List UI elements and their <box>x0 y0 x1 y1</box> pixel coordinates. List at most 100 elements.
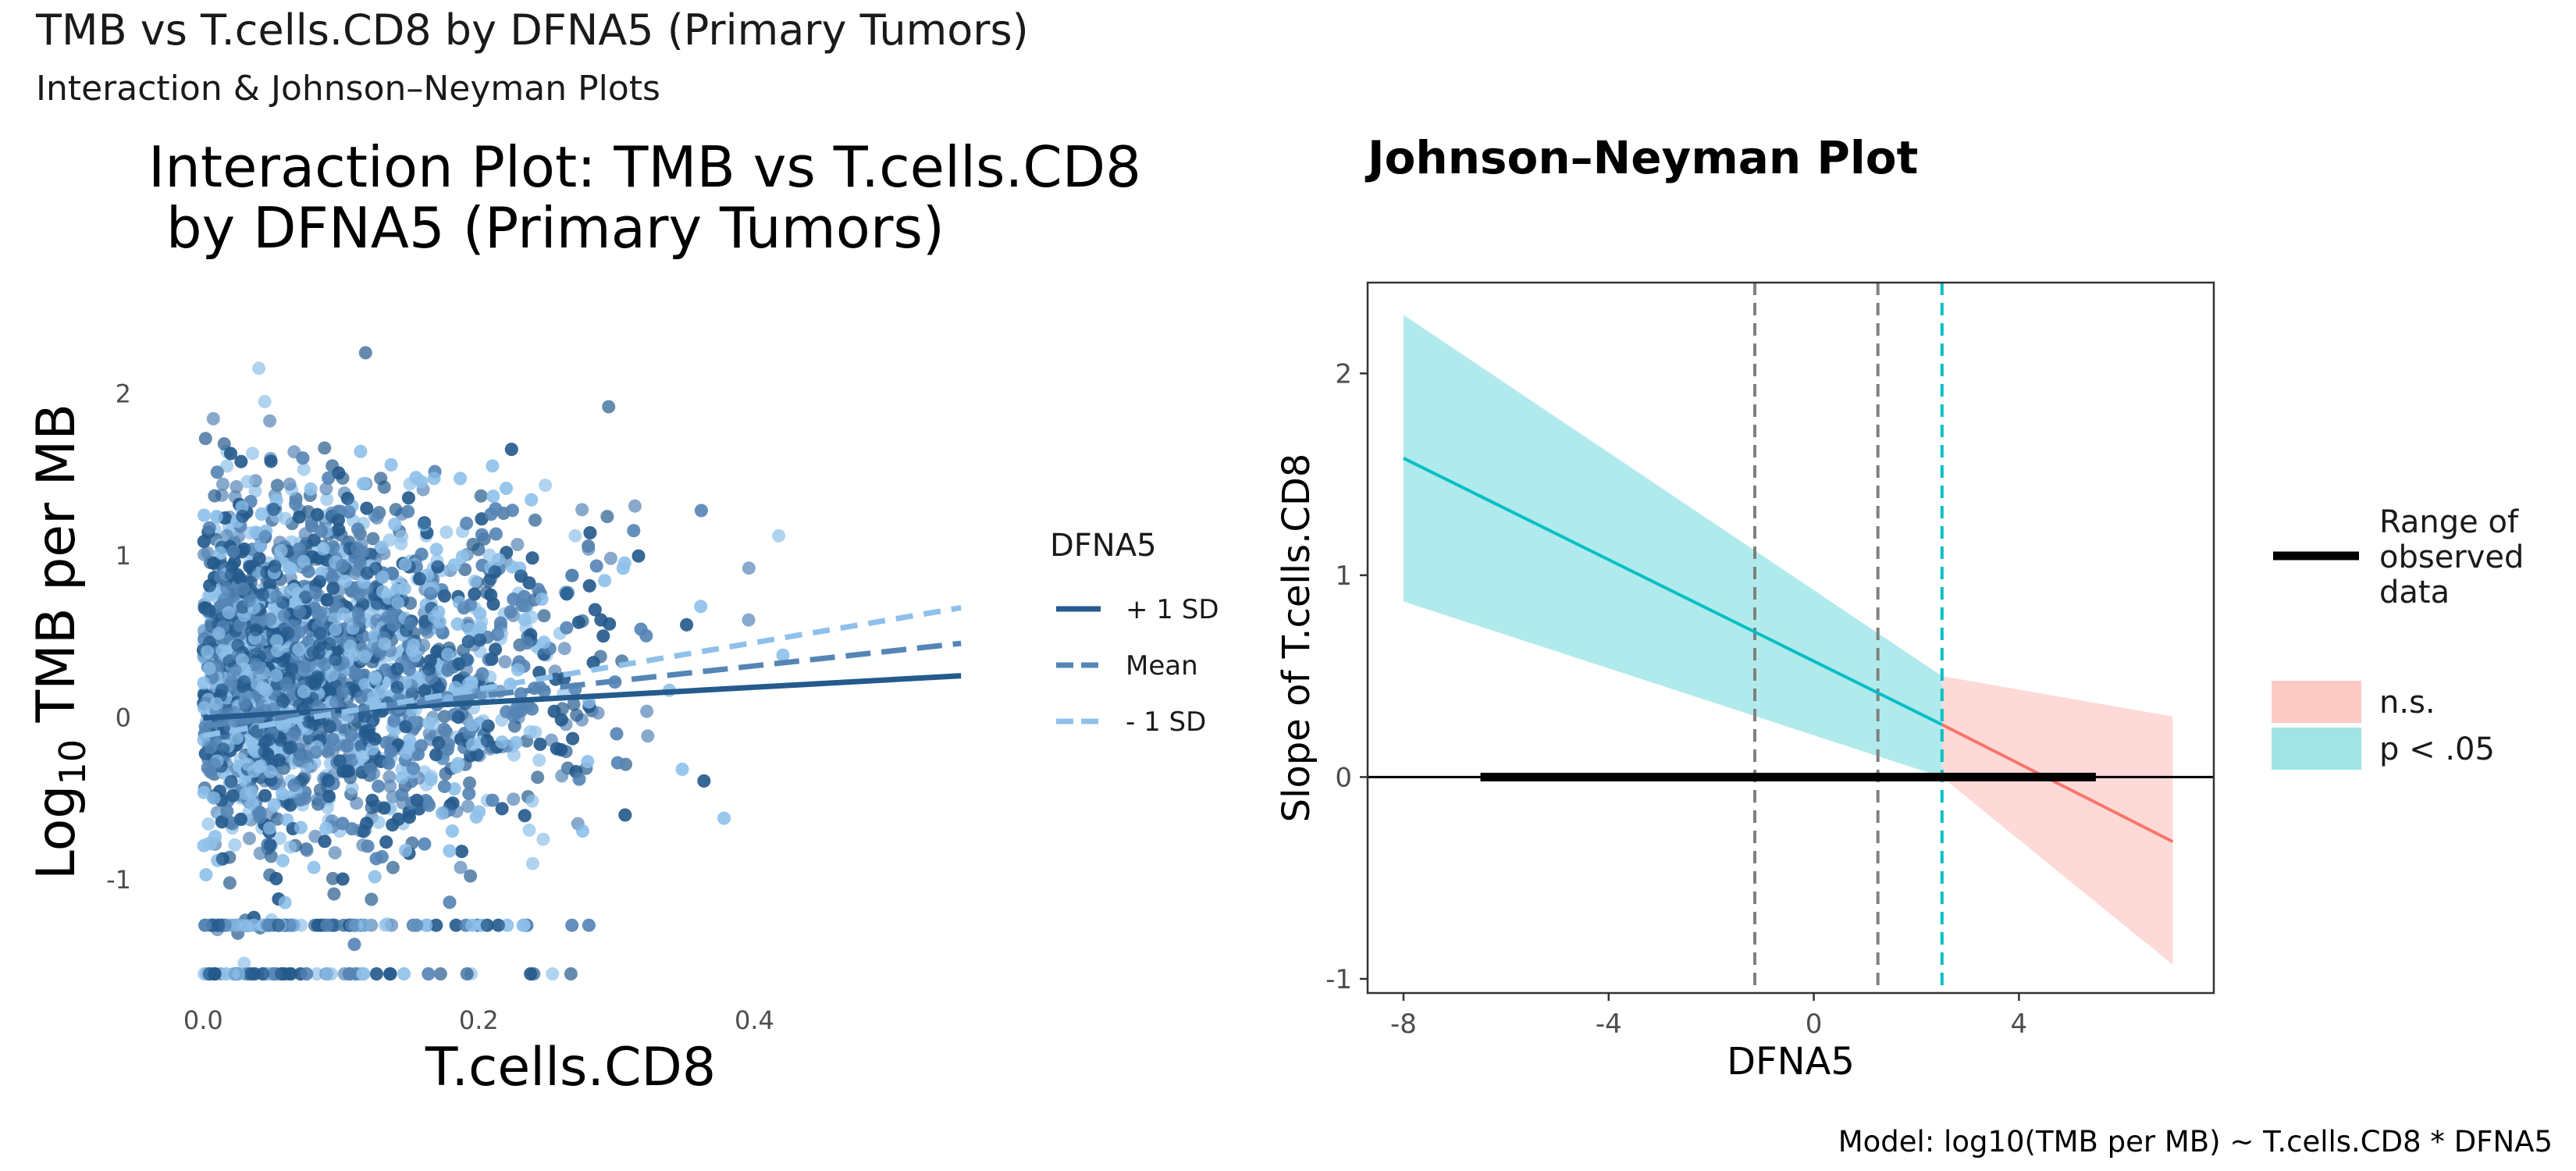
jn-legend-sig-key <box>2272 728 2361 770</box>
scatter-point <box>215 644 229 657</box>
scatter-point <box>328 845 342 860</box>
scatter-point <box>570 708 584 722</box>
scatter-point <box>322 637 336 651</box>
scatter-point <box>582 578 596 593</box>
scatter-point <box>566 731 580 746</box>
scatter-point <box>320 493 334 507</box>
scatter-point <box>294 793 308 807</box>
scatter-point <box>395 788 409 802</box>
scatter-point <box>320 967 334 981</box>
jn-x-axis-label: DFNA5 <box>1727 1040 1855 1084</box>
scatter-point <box>417 639 431 653</box>
scatter-point <box>423 586 437 600</box>
scatter-point <box>224 774 238 788</box>
scatter-point <box>300 967 314 981</box>
scatter-point <box>443 844 457 858</box>
scatter-point <box>414 739 428 753</box>
scatter-point <box>236 653 249 667</box>
scatter-point <box>353 614 366 628</box>
scatter-point <box>520 636 534 650</box>
scatter-point <box>372 779 386 793</box>
scatter-point <box>533 737 547 751</box>
jn-y-tick-label: 1 <box>1335 561 1352 592</box>
scatter-point <box>253 846 267 860</box>
scatter-point <box>198 918 212 932</box>
scatter-point <box>326 539 340 553</box>
scatter-point <box>220 804 234 818</box>
scatter-point <box>360 501 374 515</box>
scatter-point <box>528 513 542 527</box>
scatter-point <box>568 529 582 543</box>
scatter-point <box>358 678 372 692</box>
scatter-point <box>202 603 216 618</box>
scatter-point <box>366 532 380 546</box>
scatter-point <box>229 731 244 745</box>
scatter-point <box>323 720 337 734</box>
scatter-point <box>482 575 496 589</box>
scatter-point <box>289 497 303 511</box>
scatter-point <box>575 824 589 838</box>
scatter-point <box>445 824 459 838</box>
scatter-point <box>253 810 267 824</box>
scatter-point <box>680 618 694 632</box>
scatter-point <box>582 918 596 932</box>
scatter-point <box>197 785 211 799</box>
scatter-point <box>495 802 509 816</box>
scatter-point <box>390 662 404 676</box>
scatter-point <box>276 853 290 867</box>
scatter-point <box>379 918 393 932</box>
jn-legend-ns-label: n.s. <box>2379 685 2435 721</box>
scatter-point <box>292 510 306 524</box>
scatter-point <box>249 623 263 637</box>
scatter-point <box>486 489 500 504</box>
scatter-point <box>401 504 415 518</box>
scatter-point <box>296 451 310 465</box>
scatter-point <box>309 745 323 759</box>
ylabel-rest: TMB per MB <box>26 404 87 739</box>
scatter-point <box>407 762 420 775</box>
scatter-point <box>358 918 372 932</box>
scatter-point <box>275 967 289 981</box>
scatter-point <box>402 741 416 755</box>
scatter-point <box>717 811 731 825</box>
scatter-point <box>639 628 653 642</box>
scatter-point <box>207 556 221 570</box>
scatter-point <box>455 550 469 564</box>
scatter-point <box>320 918 334 932</box>
scatter-point <box>375 850 389 863</box>
scatter-point <box>394 536 408 550</box>
scatter-point <box>201 817 215 831</box>
scatter-point <box>204 740 218 754</box>
scatter-point <box>222 606 236 620</box>
scatter-point <box>217 437 231 450</box>
scatter-point <box>269 668 283 682</box>
scatter-point <box>261 918 275 932</box>
scatter-point <box>382 770 397 784</box>
scatter-point <box>333 754 347 768</box>
scatter-point <box>461 799 475 813</box>
scatter-point <box>277 609 291 623</box>
scatter-point <box>489 502 503 516</box>
jn-title: Johnson–Neyman Plot <box>1364 131 1918 184</box>
scatter-point <box>222 876 237 890</box>
scatter-point <box>391 596 404 610</box>
scatter-point <box>197 508 211 522</box>
scatter-point <box>306 646 320 660</box>
scatter-point <box>418 516 432 530</box>
scatter-point <box>237 696 251 710</box>
scatter-point <box>457 601 471 615</box>
scatter-point <box>403 617 417 631</box>
scatter-point <box>389 503 403 517</box>
scatter-point <box>207 791 221 805</box>
scatter-point <box>694 600 708 614</box>
scatter-point <box>429 918 443 932</box>
scatter-point <box>475 528 489 542</box>
jn-x-ticks: -8 -4 0 4 <box>1390 993 2027 1040</box>
interaction-title-line-2: by DFNA5 (Primary Tumors) <box>148 195 945 261</box>
scatter-point <box>596 629 610 643</box>
scatter-point <box>441 664 455 677</box>
scatter-point <box>349 567 363 581</box>
scatter-point <box>356 749 370 763</box>
scatter-point <box>432 681 446 695</box>
scatter-point <box>197 535 211 549</box>
